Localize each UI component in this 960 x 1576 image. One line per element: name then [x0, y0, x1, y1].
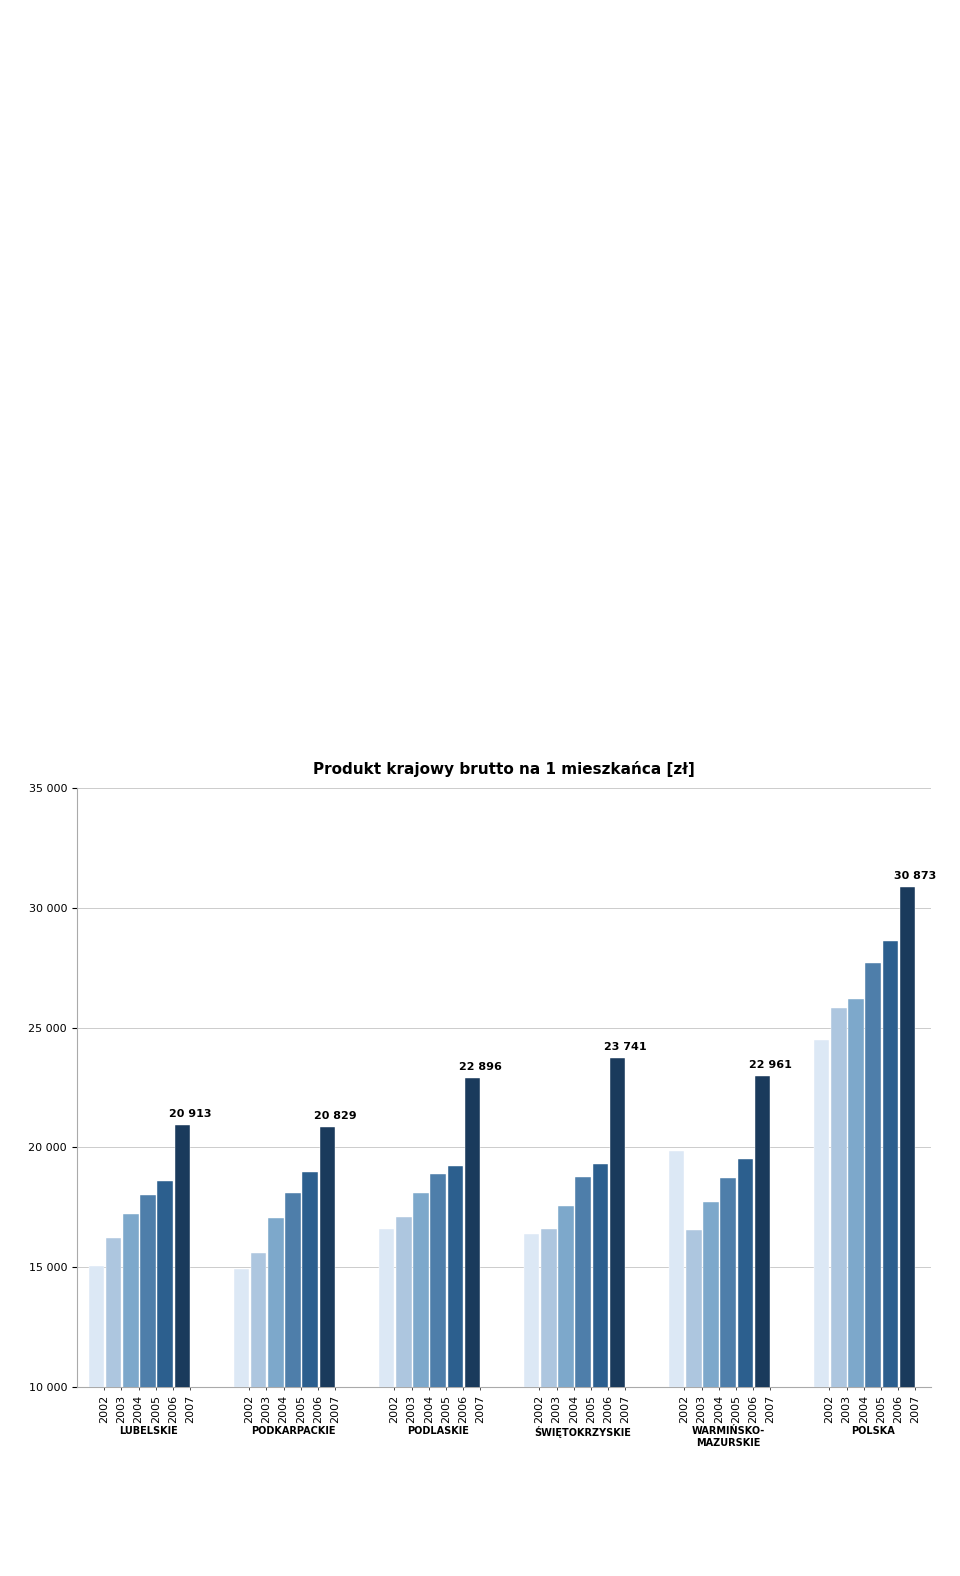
- Bar: [686, 1229, 702, 1576]
- Bar: [252, 1253, 267, 1576]
- Bar: [755, 1076, 770, 1576]
- Bar: [704, 1202, 719, 1576]
- Text: WARMIŃSKO-
MAZURSKIE: WARMIŃSKO- MAZURSKIE: [691, 1426, 765, 1448]
- Bar: [866, 963, 881, 1576]
- Bar: [900, 887, 915, 1576]
- Bar: [413, 1193, 429, 1576]
- Text: 22 896: 22 896: [459, 1062, 501, 1072]
- Bar: [140, 1195, 156, 1576]
- Bar: [447, 1166, 463, 1576]
- Text: LUBELSKIE: LUBELSKIE: [119, 1426, 178, 1436]
- Bar: [234, 1270, 250, 1576]
- Text: 30 873: 30 873: [894, 872, 936, 881]
- Bar: [524, 1234, 540, 1576]
- Bar: [320, 1127, 335, 1576]
- Bar: [89, 1266, 105, 1576]
- Text: 20 829: 20 829: [314, 1111, 356, 1122]
- Bar: [268, 1218, 283, 1576]
- Bar: [106, 1239, 121, 1576]
- Bar: [175, 1125, 190, 1576]
- Bar: [396, 1217, 412, 1576]
- Bar: [882, 941, 898, 1576]
- Text: ŚWIĘTOKRZYSKIE: ŚWIĘTOKRZYSKIE: [535, 1426, 632, 1439]
- Bar: [379, 1229, 395, 1576]
- Bar: [302, 1173, 318, 1576]
- Text: 22 961: 22 961: [749, 1061, 792, 1070]
- Bar: [669, 1150, 684, 1576]
- Text: 23 741: 23 741: [604, 1042, 646, 1051]
- Text: POLSKA: POLSKA: [852, 1426, 895, 1436]
- Bar: [849, 999, 864, 1576]
- Bar: [559, 1206, 574, 1576]
- Bar: [285, 1193, 300, 1576]
- Bar: [720, 1179, 736, 1576]
- Bar: [610, 1057, 625, 1576]
- Bar: [123, 1215, 138, 1576]
- Title: Produkt krajowy brutto na 1 mieszkańca [zł]: Produkt krajowy brutto na 1 mieszkańca […: [313, 761, 695, 777]
- Bar: [814, 1040, 829, 1576]
- Bar: [541, 1229, 557, 1576]
- Bar: [430, 1174, 445, 1576]
- Text: PODLASKIE: PODLASKIE: [407, 1426, 469, 1436]
- Text: PODKARPACKIE: PODKARPACKIE: [251, 1426, 335, 1436]
- Bar: [737, 1160, 753, 1576]
- Bar: [592, 1165, 608, 1576]
- Text: 20 913: 20 913: [169, 1110, 211, 1119]
- Bar: [465, 1078, 480, 1576]
- Bar: [575, 1177, 590, 1576]
- Bar: [831, 1009, 847, 1576]
- Bar: [157, 1180, 173, 1576]
